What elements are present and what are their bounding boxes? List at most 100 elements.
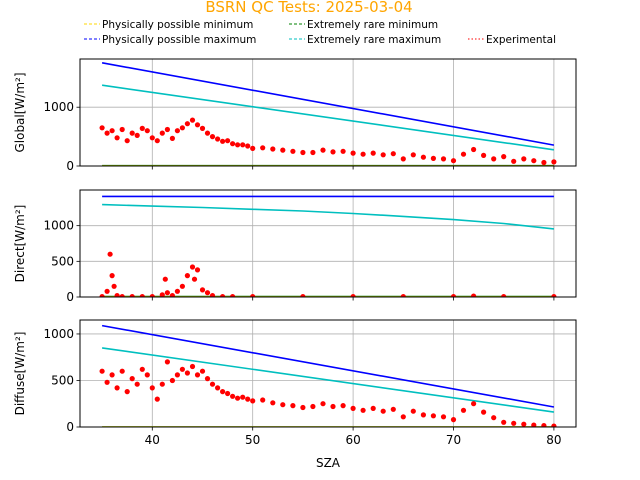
experimental-point xyxy=(521,421,527,427)
experimental-point xyxy=(400,414,406,420)
experimental-point xyxy=(300,404,306,411)
limit-line-erl-max xyxy=(101,84,555,151)
experimental-point xyxy=(460,407,467,413)
experimental-point xyxy=(199,125,206,131)
experimental-point xyxy=(109,128,115,134)
experimental-point xyxy=(134,132,140,138)
experimental-point xyxy=(129,130,135,136)
experimental-point xyxy=(481,152,487,158)
experimental-point xyxy=(104,288,110,294)
experimental-point xyxy=(169,293,175,297)
experimental-point xyxy=(124,389,130,395)
experimental-point xyxy=(440,414,447,420)
y-tick-label: 0 xyxy=(66,159,74,173)
experimental-point xyxy=(134,381,140,387)
experimental-point xyxy=(511,158,517,164)
experimental-point xyxy=(215,385,221,391)
experimental-point xyxy=(144,372,150,378)
experimental-point xyxy=(235,395,241,401)
experimental-point xyxy=(260,397,266,403)
experimental-point xyxy=(340,403,346,409)
experimental-point xyxy=(169,377,175,384)
experimental-point xyxy=(235,142,241,148)
experimental-point xyxy=(220,389,226,395)
experimental-point xyxy=(350,150,356,156)
experimental-point xyxy=(280,147,286,153)
experimental-point xyxy=(104,379,110,385)
experimental-point xyxy=(174,288,180,294)
experimental-point xyxy=(541,423,547,427)
experimental-point xyxy=(139,125,145,131)
experimental-point xyxy=(330,149,336,155)
limit-line-ppl-max xyxy=(101,324,555,408)
experimental-point xyxy=(531,422,537,427)
experimental-point xyxy=(114,385,120,391)
x-axis-label: SZA xyxy=(316,456,341,470)
legend-label: Physically possible maximum xyxy=(102,34,256,46)
experimental-point xyxy=(184,121,190,127)
experimental-point xyxy=(521,156,527,162)
experimental-point xyxy=(280,402,286,408)
x-tick-label: 40 xyxy=(145,433,160,447)
experimental-point xyxy=(501,154,507,160)
experimental-point xyxy=(199,287,206,293)
experimental-point xyxy=(109,372,115,378)
experimental-point xyxy=(450,294,457,297)
y-tick-label: 0 xyxy=(66,420,74,434)
experimental-point xyxy=(220,294,226,297)
panel-content xyxy=(99,195,557,297)
experimental-point xyxy=(154,396,160,402)
experimental-point xyxy=(250,145,256,151)
experimental-point xyxy=(290,148,296,154)
experimental-point xyxy=(164,126,170,133)
experimental-point xyxy=(220,138,226,144)
experimental-point xyxy=(194,267,201,273)
chart-title: BSRN QC Tests: 2025-03-04 xyxy=(205,0,412,16)
experimental-point xyxy=(541,159,547,166)
experimental-point xyxy=(174,128,180,134)
experimental-point xyxy=(119,294,125,297)
experimental-point xyxy=(149,294,155,297)
experimental-point xyxy=(204,376,211,382)
experimental-point xyxy=(450,158,457,164)
experimental-point xyxy=(300,294,306,297)
y-tick-label: 500 xyxy=(51,373,74,387)
experimental-point xyxy=(114,135,120,141)
experimental-point xyxy=(471,401,477,407)
experimental-point xyxy=(380,408,386,414)
experimental-point xyxy=(194,372,201,378)
experimental-point xyxy=(460,151,467,157)
y-axis-label: Direct[W/m²] xyxy=(13,205,27,283)
y-tick-label: 1000 xyxy=(43,100,74,114)
y-axis-label: Global[W/m²] xyxy=(13,72,27,152)
panel-content xyxy=(99,62,557,166)
experimental-point xyxy=(109,273,115,279)
experimental-point xyxy=(104,130,110,136)
experimental-point xyxy=(430,155,436,161)
experimental-point xyxy=(240,394,246,400)
experimental-point xyxy=(360,407,366,413)
experimental-point xyxy=(199,368,206,374)
experimental-point xyxy=(260,145,266,151)
experimental-point xyxy=(129,294,135,297)
experimental-point xyxy=(149,385,155,391)
experimental-point xyxy=(370,405,376,411)
x-tick-label: 80 xyxy=(546,433,561,447)
experimental-point xyxy=(310,403,316,410)
experimental-point xyxy=(159,292,165,297)
experimental-point xyxy=(370,150,376,156)
experimental-point xyxy=(250,398,256,404)
experimental-point xyxy=(162,276,168,282)
experimental-point xyxy=(194,122,201,128)
y-axis-label: Diffuse[W/m²] xyxy=(13,332,27,416)
limit-line-erl-max xyxy=(102,203,554,230)
experimental-point xyxy=(410,408,416,414)
experimental-point xyxy=(360,151,366,157)
panel-frame xyxy=(79,58,577,167)
experimental-point xyxy=(310,149,316,156)
experimental-point xyxy=(350,294,356,297)
panel-diffuse: 0 500 1000 40 50 60 70 80 Diffuse[W/m²] xyxy=(13,319,577,447)
experimental-point xyxy=(189,363,196,370)
experimental-point xyxy=(440,156,447,162)
experimental-point xyxy=(430,413,436,419)
